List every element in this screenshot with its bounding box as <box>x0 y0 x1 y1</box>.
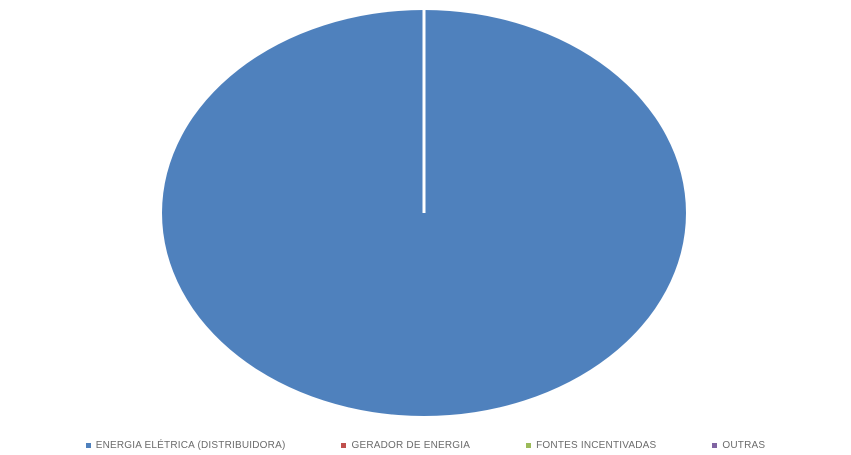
legend-swatch <box>712 442 718 448</box>
legend-item-energia-eletrica: ENERGIA ELÉTRICA (DISTRIBUIDORA) <box>85 439 286 451</box>
legend-swatch <box>85 442 91 448</box>
chart-legend: ENERGIA ELÉTRICA (DISTRIBUIDORA) GERADOR… <box>0 437 851 453</box>
legend-item-gerador-de-energia: GERADOR DE ENERGIA <box>341 440 470 451</box>
legend-swatch <box>341 442 347 448</box>
legend-label: ENERGIA ELÉTRICA (DISTRIBUIDORA) <box>95 439 286 451</box>
legend-label: GERADOR DE ENERGIA <box>351 439 471 451</box>
legend-label: OUTRAS <box>722 439 766 451</box>
legend-item-fontes-incentivadas: FONTES INCENTIVADAS <box>526 440 656 451</box>
pie-plot-area <box>162 10 686 416</box>
legend-item-outras: OUTRAS <box>712 440 765 451</box>
legend-label: FONTES INCENTIVADAS <box>536 439 657 451</box>
legend-swatch <box>526 442 532 448</box>
